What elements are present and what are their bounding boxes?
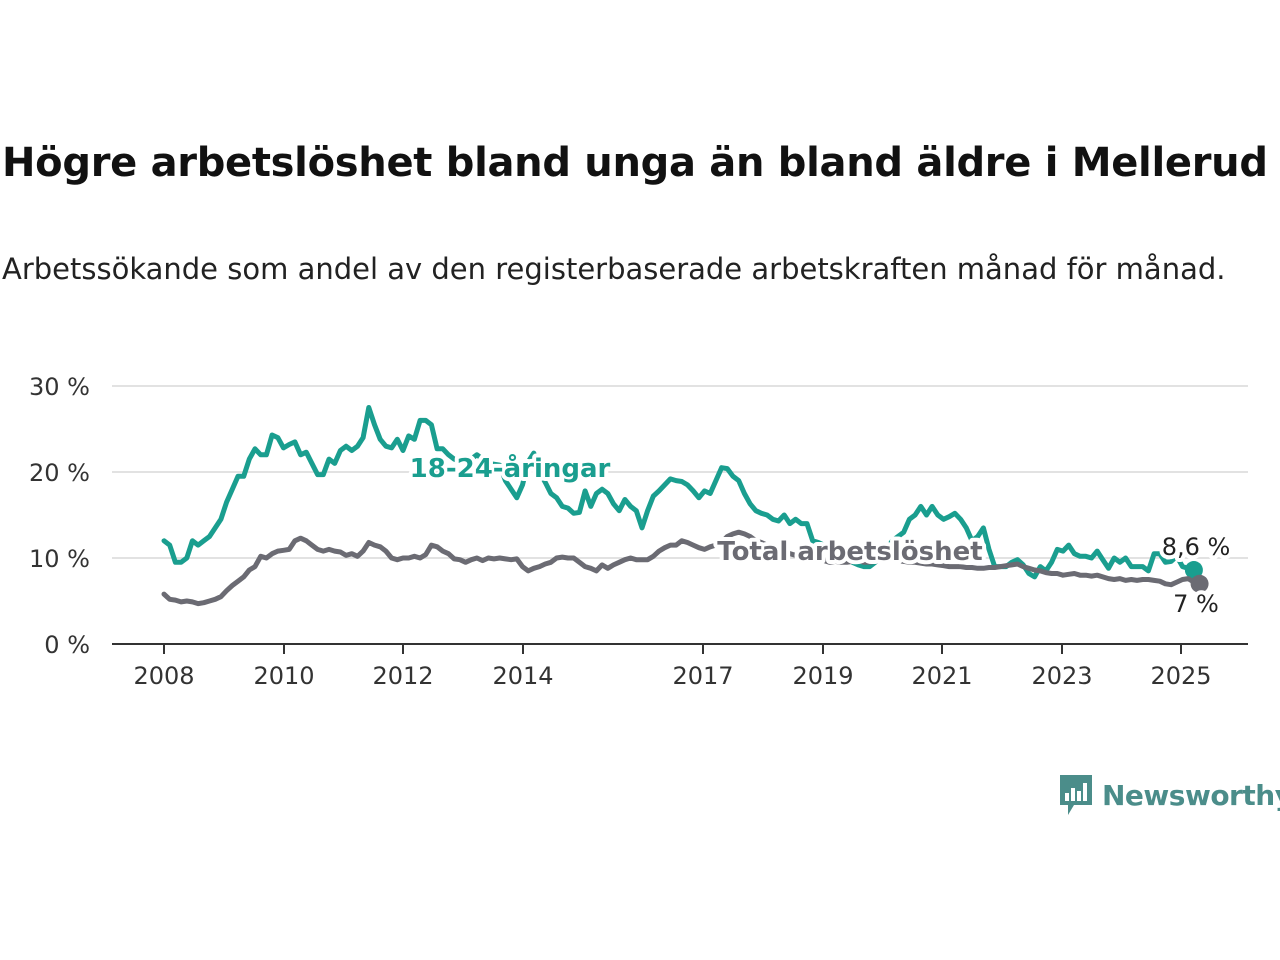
- svg-text:8,6 %: 8,6 %: [1162, 533, 1231, 561]
- series-line-total: [161, 529, 1203, 607]
- chart-subtitle: Arbetssökande som andel av den registerb…: [2, 252, 1226, 286]
- newsworthy-brand[interactable]: Newsworthy: [1058, 772, 1280, 818]
- y-tick-label: 30 %: [29, 373, 90, 401]
- svg-text:8,6 %: 8,6 %: [1162, 533, 1231, 561]
- chart-title: Högre arbetslöshet bland unga än bland ä…: [2, 140, 1268, 186]
- grid-lines: 0 % 10 % 20 % 30 %: [29, 373, 1248, 659]
- x-tick-label: 2010: [253, 662, 314, 690]
- x-tick-label: 2008: [133, 662, 194, 690]
- svg-text:7 %: 7 %: [1173, 590, 1219, 618]
- x-tick-label: 2025: [1150, 662, 1211, 690]
- newsworthy-logo-icon: [1060, 775, 1092, 815]
- svg-text:Total arbetslöshet: Total arbetslöshet: [717, 537, 982, 567]
- series-lines: [161, 405, 1209, 607]
- x-axis: 2008 2010 2012 2014 2017 2019 2021 2023 2025: [112, 643, 1248, 690]
- x-tick-label: 2021: [911, 662, 972, 690]
- y-tick-label: 0 %: [44, 631, 90, 659]
- endpoint-youth: [1184, 561, 1203, 580]
- y-tick-label: 20 %: [29, 459, 90, 487]
- x-tick-label: 2012: [372, 662, 433, 690]
- y-tick-label: 10 %: [29, 545, 90, 573]
- x-tick-label: 2023: [1031, 662, 1092, 690]
- brand-name: Newsworthy: [1102, 778, 1280, 812]
- svg-text:7 %: 7 %: [1173, 590, 1219, 618]
- svg-text:18-24-åringar: 18-24-åringar: [410, 452, 611, 484]
- endpoint-total: [1190, 574, 1209, 593]
- svg-text:Total arbetslöshet: Total arbetslöshet: [717, 537, 982, 567]
- svg-text:18-24-åringar: 18-24-åringar: [410, 452, 611, 484]
- x-tick-label: 2017: [672, 662, 733, 690]
- x-tick-label: 2019: [792, 662, 853, 690]
- end-label-youth: 8,6 %8,6 %: [1158, 529, 1235, 565]
- x-tick-label: 2014: [492, 662, 553, 690]
- end-label-total: 7 %7 %: [1169, 586, 1223, 622]
- line-chart: 0 % 10 % 20 % 30 % 2008 2010 2012 2014 2017 2019…: [29, 373, 1248, 690]
